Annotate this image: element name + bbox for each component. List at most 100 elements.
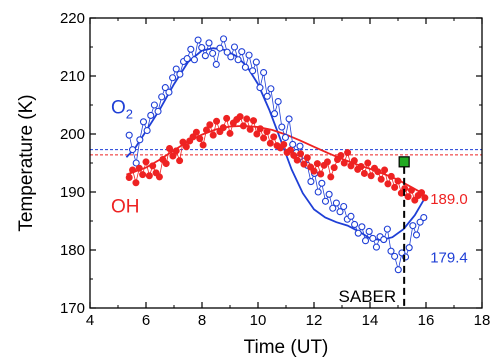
y-tick-label: 200 [60,126,85,143]
data-point [360,169,368,177]
data-point [166,145,174,153]
data-point [387,172,395,180]
series-label-o2: O2 [111,98,133,122]
data-point [125,174,133,182]
data-point [380,236,388,244]
data-point [300,160,308,168]
data-point [384,180,392,188]
data-point [249,67,257,75]
saber-label: SABER [339,287,397,306]
data-point [372,243,380,251]
data-point [407,186,415,194]
data-point [194,36,202,44]
data-point [256,125,264,133]
data-point [179,138,187,146]
data-point [383,225,391,233]
data-point [234,56,242,64]
data-point [236,113,244,121]
data-point [290,151,298,159]
data-point [274,97,282,106]
y-tick-label: 180 [60,242,85,259]
series-label-oh: OH [111,196,140,217]
data-point [374,168,382,176]
data-point [409,222,417,230]
data-point [421,194,429,202]
axes: 4 6 8 10 12 14 16 18 170 180 190 200 210 220 [60,10,490,329]
data-point [196,135,204,143]
data-point [245,51,253,59]
x-tick-label: 10 [250,312,267,329]
x-tick-label: 14 [362,312,379,329]
data-point [169,152,177,160]
x-tick-label: 8 [198,312,206,329]
data-point [323,158,331,166]
data-point [256,84,264,92]
data-point [125,131,133,139]
data-point [165,88,173,96]
data-point [223,114,231,122]
data-point [189,133,197,141]
y-tick-label: 220 [60,10,85,27]
data-point [145,172,153,180]
data-point [307,178,315,186]
data-point [286,146,294,154]
data-point [336,208,344,216]
data-point [325,190,333,198]
data-point [162,160,170,168]
data-point [246,125,254,133]
data-point [142,158,150,166]
data-point [381,166,389,174]
data-point [416,218,424,226]
data-point [281,133,289,142]
data-point [223,48,231,56]
data-point [172,147,180,155]
data-point [303,154,311,162]
data-point [418,189,426,197]
data-point [209,131,217,139]
annotations: O2 OH 189.0 179.4 [111,98,468,267]
data-point [297,150,305,158]
data-point [213,117,221,125]
data-point [405,244,413,252]
data-point [330,164,338,172]
data-point [252,58,260,66]
data-point [280,140,288,148]
data-point [150,101,158,109]
data-point [318,179,326,187]
data-point [253,130,261,138]
data-point [354,229,362,237]
data-point [187,45,195,53]
data-point [361,237,370,245]
data-point [132,159,140,167]
data-point [161,84,169,92]
data-point [139,171,147,179]
y-tick-label: 190 [60,184,85,201]
data-point [169,74,177,82]
data-point [391,252,399,260]
saber-group: SABER [339,156,410,308]
data-point [296,142,304,150]
data-point [129,166,137,174]
data-point [201,52,209,60]
data-point [176,70,184,78]
data-point [377,175,385,183]
data-point [143,126,151,135]
data-point [192,128,200,136]
data-point [285,115,293,123]
data-point [340,202,348,211]
data-point [205,39,213,47]
data-point [132,179,140,187]
data-point [420,213,428,222]
data-point [344,149,352,157]
data-point [358,223,366,231]
data-point [209,49,217,57]
data-point [226,129,234,137]
x-tick-label: 12 [306,312,323,329]
data-point [182,143,190,151]
data-point [293,156,301,164]
data-point [391,183,399,191]
data-point [347,162,355,170]
data-point [270,133,278,141]
data-point [238,48,246,56]
data-point [239,122,247,130]
